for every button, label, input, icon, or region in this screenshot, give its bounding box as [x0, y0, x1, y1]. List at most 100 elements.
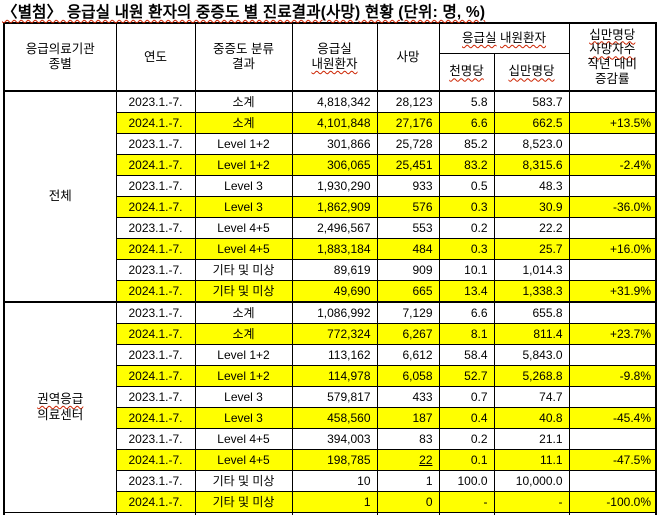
cell-yoy: -100.0%	[568, 491, 657, 513]
cell-patients: 114,978	[291, 365, 378, 387]
cell-per-100k: 25.7	[493, 238, 570, 260]
table-row-partial	[3, 512, 657, 515]
cell-per-1k: 6.6	[438, 112, 495, 134]
cell-patients: 10	[291, 470, 378, 492]
table-row: 권역응급 의료센터 2023.1.-7. 소계 1,086,992 7,129 6.6 655…	[3, 301, 657, 513]
cell-per-1k: 0.2	[438, 217, 495, 239]
group-label: 권역응급 의료센터	[3, 301, 117, 513]
cell-patients: 1,086,992	[291, 301, 378, 324]
cell-year: 2024.1.-7.	[115, 365, 196, 387]
cell-severity: 기타 및 미상	[194, 280, 293, 303]
cell-yoy: -2.4%	[568, 154, 657, 176]
col-header-org-type: 응급의료기관 종별	[3, 22, 117, 92]
cell-year: 2024.1.-7.	[115, 238, 196, 260]
col-header-patients: 응급실 내원환자	[291, 22, 378, 92]
cell-year: 2023.1.-7.	[115, 90, 196, 113]
cell-patients: 306,065	[291, 154, 378, 176]
cell-severity: Level 3	[194, 407, 293, 429]
cell-per-100k: 1,338.3	[493, 280, 570, 303]
table-row: 전체 2023.1.-7. 소계 4,818,342 28,123 5.8 583.7	[3, 90, 657, 303]
cell-yoy: -47.5%	[568, 449, 657, 471]
col-header-per-100k: 십만명당	[493, 52, 570, 92]
col-header-death: 사망	[376, 22, 440, 92]
cell-deaths: 25,451	[376, 154, 440, 176]
cell-yoy: -36.0%	[568, 196, 657, 218]
cell-severity: Level 1+2	[194, 133, 293, 155]
cell-patients: 579,817	[291, 386, 378, 408]
cell-per-100k: 811.4	[493, 323, 570, 345]
cell-deaths: 553	[376, 217, 440, 239]
cell-patients: 4,818,342	[291, 90, 378, 113]
cell-patients: 1	[291, 491, 378, 513]
cell-year: 2023.1.-7.	[115, 217, 196, 239]
cell-per-1k: 0.4	[438, 407, 495, 429]
cell-year: 2024.1.-7.	[115, 112, 196, 134]
cell-patients: 113,162	[291, 344, 378, 366]
page-title: 〈별첨〉 응급실 내원 환자의 중증도 별 진료결과(사망) 현황 (단위: 명…	[0, 0, 658, 22]
cell-deaths: 27,176	[376, 112, 440, 134]
cell-severity: Level 4+5	[194, 449, 293, 471]
cell-patients: 1,930,290	[291, 175, 378, 197]
cell-year: 2023.1.-7.	[115, 301, 196, 324]
cell-yoy	[568, 217, 657, 239]
cell-patients: 772,324	[291, 323, 378, 345]
cell-deaths: 433	[376, 386, 440, 408]
cell-year: 2023.1.-7.	[115, 259, 196, 281]
cell-empty	[493, 512, 570, 515]
cell-yoy	[568, 259, 657, 281]
cell-severity: Level 1+2	[194, 154, 293, 176]
cell-per-100k: 30.9	[493, 196, 570, 218]
cell-patients: 1,883,184	[291, 238, 378, 260]
cell-yoy: -9.8%	[568, 365, 657, 387]
cell-yoy	[568, 90, 657, 113]
cell-yoy	[568, 301, 657, 324]
cell-year: 2023.1.-7.	[115, 344, 196, 366]
cell-severity: 소계	[194, 301, 293, 324]
cell-yoy: +23.7%	[568, 323, 657, 345]
cell-yoy: +16.0%	[568, 238, 657, 260]
cell-year: 2024.1.-7.	[115, 491, 196, 513]
cell-severity: Level 3	[194, 175, 293, 197]
cell-deaths: 6,612	[376, 344, 440, 366]
cell-per-1k: -	[438, 491, 495, 513]
cell-per-1k: 0.5	[438, 175, 495, 197]
table-row: 2023.1.-7. Level 4+5 2,496,567 553 0.2 22.2	[4, 217, 657, 239]
table-row: 2023.1.-7. Level 3 579,817 433 0.7 74.7	[4, 386, 657, 408]
cell-deaths: 6,267	[376, 323, 440, 345]
table-row: 2024.1.-7. Level 1+2 114,978 6,058 52.7 5,268…	[4, 365, 657, 387]
cell-per-100k: 655.8	[493, 301, 570, 324]
cell-per-100k: 1,014.3	[493, 259, 570, 281]
cell-yoy	[568, 344, 657, 366]
cell-yoy	[568, 470, 657, 492]
cell-per-100k: 22.2	[493, 217, 570, 239]
cell-severity: 소계	[194, 323, 293, 345]
table-body: 전체 2023.1.-7. 소계 4,818,342 28,123 5.8 583.7 202…	[3, 90, 657, 515]
cell-yoy	[568, 175, 657, 197]
cell-per-100k: 5,843.0	[493, 344, 570, 366]
col-header-yoy: 십만명당 사망자수 작년 대비 증감률	[568, 22, 657, 92]
cell-per-1k: 6.6	[438, 301, 495, 324]
severity-mortality-table: 응급의료기관 종별 연도 중증도 분류 결과 응급실 내원환자 사망 응급실 내원환자…	[3, 22, 658, 515]
cell-year: 2023.1.-7.	[115, 175, 196, 197]
cell-per-100k: 8,523.0	[493, 133, 570, 155]
cell-per-1k: 83.2	[438, 154, 495, 176]
cell-year: 2024.1.-7.	[115, 196, 196, 218]
table-row: 2024.1.-7. 소계 772,324 6,267 8.1 811.4 +23.7%	[4, 323, 657, 345]
cell-severity: Level 4+5	[194, 428, 293, 450]
cell-deaths: 187	[376, 407, 440, 429]
cell-year: 2024.1.-7.	[115, 323, 196, 345]
cell-patients: 4,101,848	[291, 112, 378, 134]
cell-empty	[568, 512, 657, 515]
cell-year: 2024.1.-7.	[115, 280, 196, 303]
cell-per-1k: 0.3	[438, 196, 495, 218]
cell-deaths: 6,058	[376, 365, 440, 387]
cell-deaths: 28,123	[376, 90, 440, 113]
cell-severity: 소계	[194, 90, 293, 113]
cell-severity: Level 3	[194, 386, 293, 408]
cell-yoy	[568, 386, 657, 408]
cell-per-100k: 662.5	[493, 112, 570, 134]
cell-deaths: 7,129	[376, 301, 440, 324]
cell-deaths: 0	[376, 491, 440, 513]
cell-patients: 1,862,909	[291, 196, 378, 218]
cell-per-1k: 0.1	[438, 449, 495, 471]
